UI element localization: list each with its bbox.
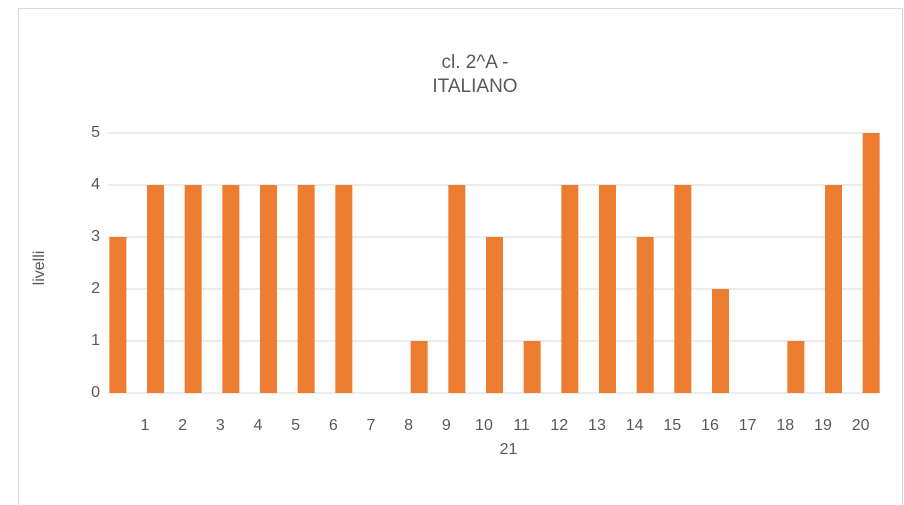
bar (636, 237, 654, 393)
chart-title: ITALIANO (432, 76, 517, 97)
x-tick-label: 20 (852, 417, 870, 434)
x-tick-label: 10 (475, 417, 493, 434)
x-tick-label: 5 (291, 417, 300, 434)
bar (147, 185, 164, 393)
bar (297, 185, 315, 393)
y-tick-label: 0 (91, 384, 100, 401)
x-tick-label: 21 (500, 441, 518, 458)
bar (222, 185, 240, 393)
x-tick-label: 11 (513, 417, 530, 434)
x-tick-label: 13 (588, 417, 606, 434)
x-tick-label: 4 (254, 417, 263, 434)
y-tick-label: 1 (91, 332, 100, 349)
bar (184, 185, 202, 393)
x-tick-label: 14 (626, 417, 644, 434)
y-axis-label: livelli (31, 251, 48, 286)
bar (523, 341, 541, 393)
y-tick-label: 3 (91, 228, 100, 245)
bar (787, 341, 805, 393)
x-tick-label: 17 (739, 417, 757, 434)
y-tick-label: 2 (91, 280, 100, 297)
x-tick-label: 15 (663, 417, 681, 434)
x-tick-label: 7 (367, 417, 376, 434)
bar (109, 237, 127, 393)
bar (599, 185, 616, 393)
bar (486, 237, 503, 393)
x-tick-label: 8 (404, 417, 413, 434)
x-tick-label: 6 (329, 417, 338, 434)
x-tick-label: 2 (178, 417, 187, 434)
x-tick-label: 12 (550, 417, 568, 434)
bar (335, 185, 353, 393)
x-tick-label: 16 (701, 417, 719, 434)
x-tick-label: 3 (216, 417, 225, 434)
y-tick-label: 4 (91, 176, 100, 193)
bar (862, 133, 880, 393)
x-tick-label: 1 (141, 417, 150, 434)
x-tick-label: 19 (814, 417, 832, 434)
chart-title: cl. 2^A - (442, 52, 509, 73)
bar (561, 185, 579, 393)
bar (674, 185, 692, 393)
bar (410, 341, 428, 393)
y-tick-label: 5 (91, 124, 100, 141)
x-tick-label: 18 (776, 417, 794, 434)
x-tick-label: 9 (442, 417, 451, 434)
bar (448, 185, 466, 393)
bar (260, 185, 277, 393)
bar (712, 289, 729, 393)
bar (825, 185, 842, 393)
